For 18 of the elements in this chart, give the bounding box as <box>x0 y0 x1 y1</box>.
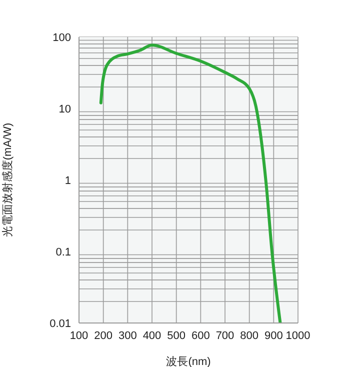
x-axis-title: 波長(nm) <box>166 355 211 367</box>
x-tick-label: 200 <box>94 330 113 342</box>
x-tick-label: 800 <box>240 330 259 342</box>
x-tick-label: 600 <box>191 330 210 342</box>
line-series <box>99 44 282 323</box>
x-tick-label: 500 <box>167 330 186 342</box>
x-tick-label: 1000 <box>286 330 310 342</box>
y-tick-label: 0.1 <box>56 246 71 258</box>
x-tick-label: 700 <box>216 330 234 342</box>
x-tick-label: 100 <box>70 330 88 342</box>
y-tick-label: 0.01 <box>50 318 71 330</box>
x-tick-label: 900 <box>264 330 283 342</box>
x-tick-label: 400 <box>142 330 162 342</box>
y-axis-title: 光電面放射感度(mA/W) <box>0 122 14 238</box>
y-tick-label: 10 <box>58 103 71 116</box>
y-tick-label: 1 <box>64 174 71 187</box>
y-tick-label: 100 <box>52 32 71 44</box>
x-tick-label: 300 <box>118 330 137 342</box>
